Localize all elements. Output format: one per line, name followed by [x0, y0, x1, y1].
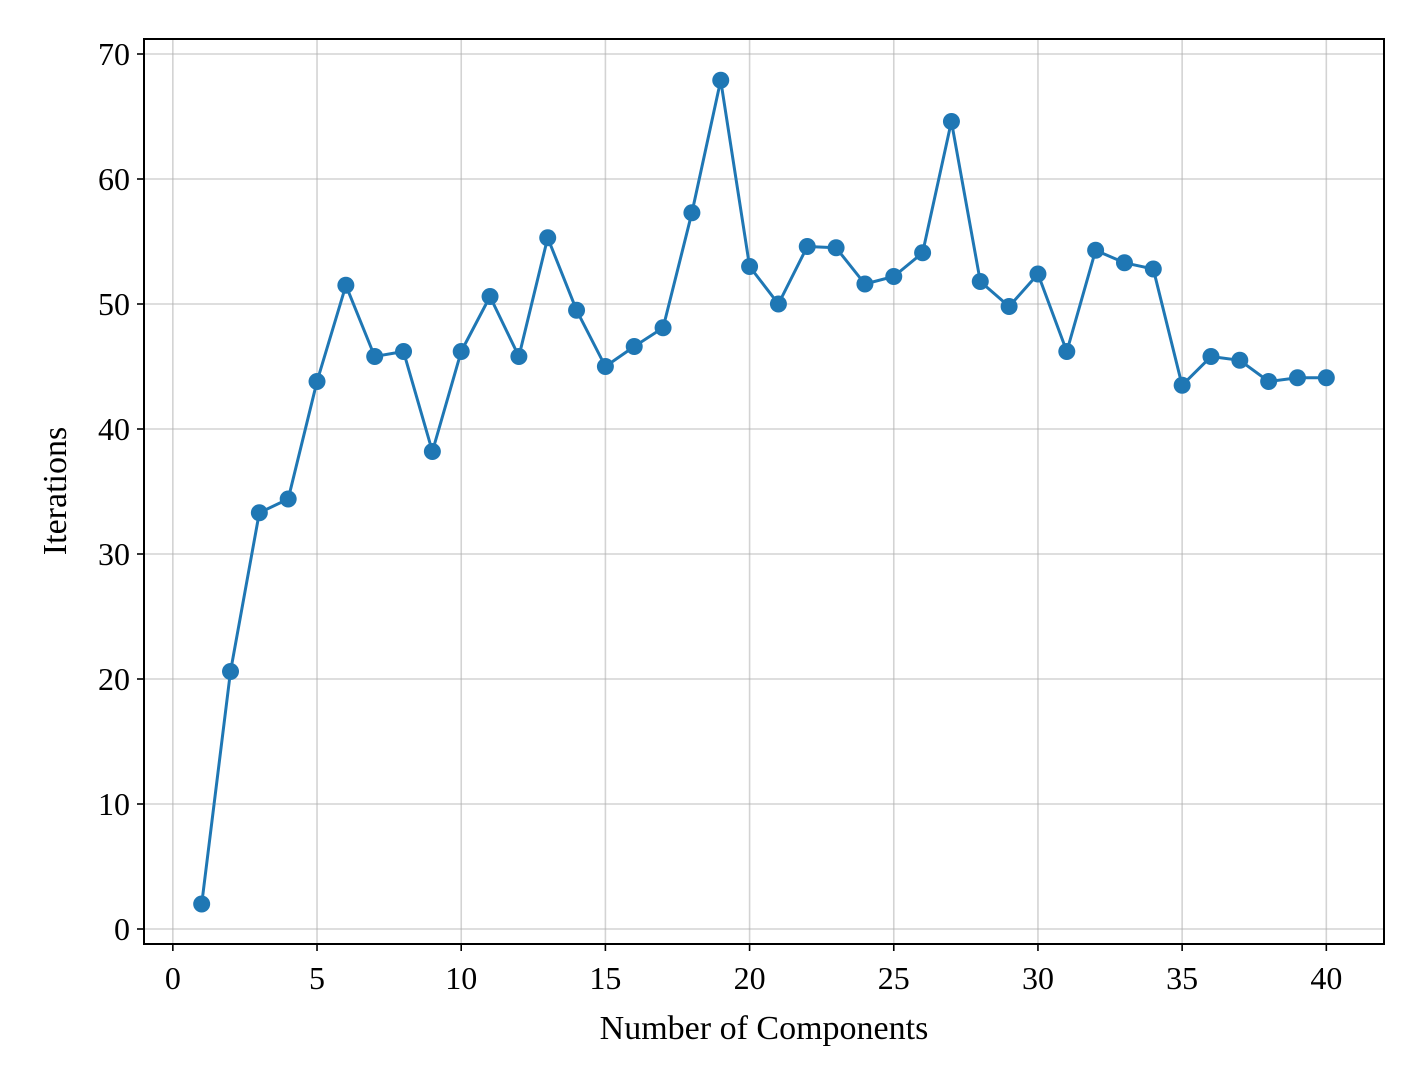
y-tick-label: 70	[98, 36, 130, 72]
y-tick-label: 30	[98, 536, 130, 572]
x-tick-label: 15	[589, 960, 621, 996]
data-point	[1029, 265, 1047, 283]
data-point	[769, 295, 787, 313]
data-point	[1115, 254, 1133, 272]
series-line	[200, 78, 1327, 905]
x-tick-label: 30	[1022, 960, 1054, 996]
data-point	[1260, 373, 1278, 390]
data-point	[885, 268, 903, 285]
grid	[144, 39, 1384, 944]
data-point	[856, 275, 874, 293]
data-point	[914, 244, 932, 262]
x-axis-label: Number of Components	[600, 1010, 929, 1047]
data-point	[1231, 351, 1249, 369]
y-tick-label: 20	[98, 661, 130, 697]
data-point	[337, 276, 355, 294]
data-point	[539, 229, 557, 247]
x-tick-label: 0	[165, 960, 181, 996]
y-tick-label: 40	[98, 411, 130, 447]
data-point	[741, 258, 759, 275]
data-point	[712, 71, 730, 89]
data-point	[1288, 369, 1306, 387]
y-axis-label: Iterations	[37, 427, 74, 555]
data-point	[510, 348, 528, 365]
y-tick-label: 50	[98, 286, 130, 322]
data-point	[279, 490, 297, 508]
data-point	[395, 343, 413, 360]
data-point	[827, 239, 845, 257]
data-point	[596, 358, 614, 375]
x-tick-label: 20	[734, 960, 766, 996]
data-point	[308, 373, 326, 390]
data-point	[798, 238, 816, 255]
data-point	[423, 443, 441, 460]
data-point	[942, 113, 960, 130]
data-point	[1000, 298, 1018, 315]
data-point	[222, 663, 240, 680]
data-point	[366, 348, 384, 365]
data-point	[1144, 260, 1162, 278]
data-point	[1202, 348, 1220, 365]
data-point	[1058, 343, 1076, 360]
y-tick-label: 10	[98, 786, 130, 822]
x-tick-label: 40	[1310, 960, 1342, 996]
y-tick-label: 0	[114, 911, 130, 947]
plot-frame	[143, 38, 1385, 945]
x-tick-label: 5	[309, 960, 325, 996]
data-point	[1087, 241, 1105, 259]
data-point	[971, 273, 989, 290]
y-tick-label: 60	[98, 161, 130, 197]
data-point	[1173, 376, 1191, 394]
x-tick-label: 35	[1166, 960, 1198, 996]
x-tick-label: 10	[445, 960, 477, 996]
axis-ticks: 0 5 10 15 20 25 30 35 40 0 10 20 30 40 50 60 70	[98, 36, 1342, 996]
series-layer	[193, 71, 1335, 913]
data-point	[250, 504, 268, 522]
data-point	[1317, 369, 1335, 387]
data-point	[625, 338, 643, 355]
data-point	[568, 301, 586, 319]
data-point	[452, 343, 470, 360]
data-point	[654, 319, 672, 337]
data-point	[683, 204, 701, 222]
x-tick-label: 25	[878, 960, 910, 996]
data-point	[481, 288, 499, 305]
data-point	[193, 895, 211, 913]
